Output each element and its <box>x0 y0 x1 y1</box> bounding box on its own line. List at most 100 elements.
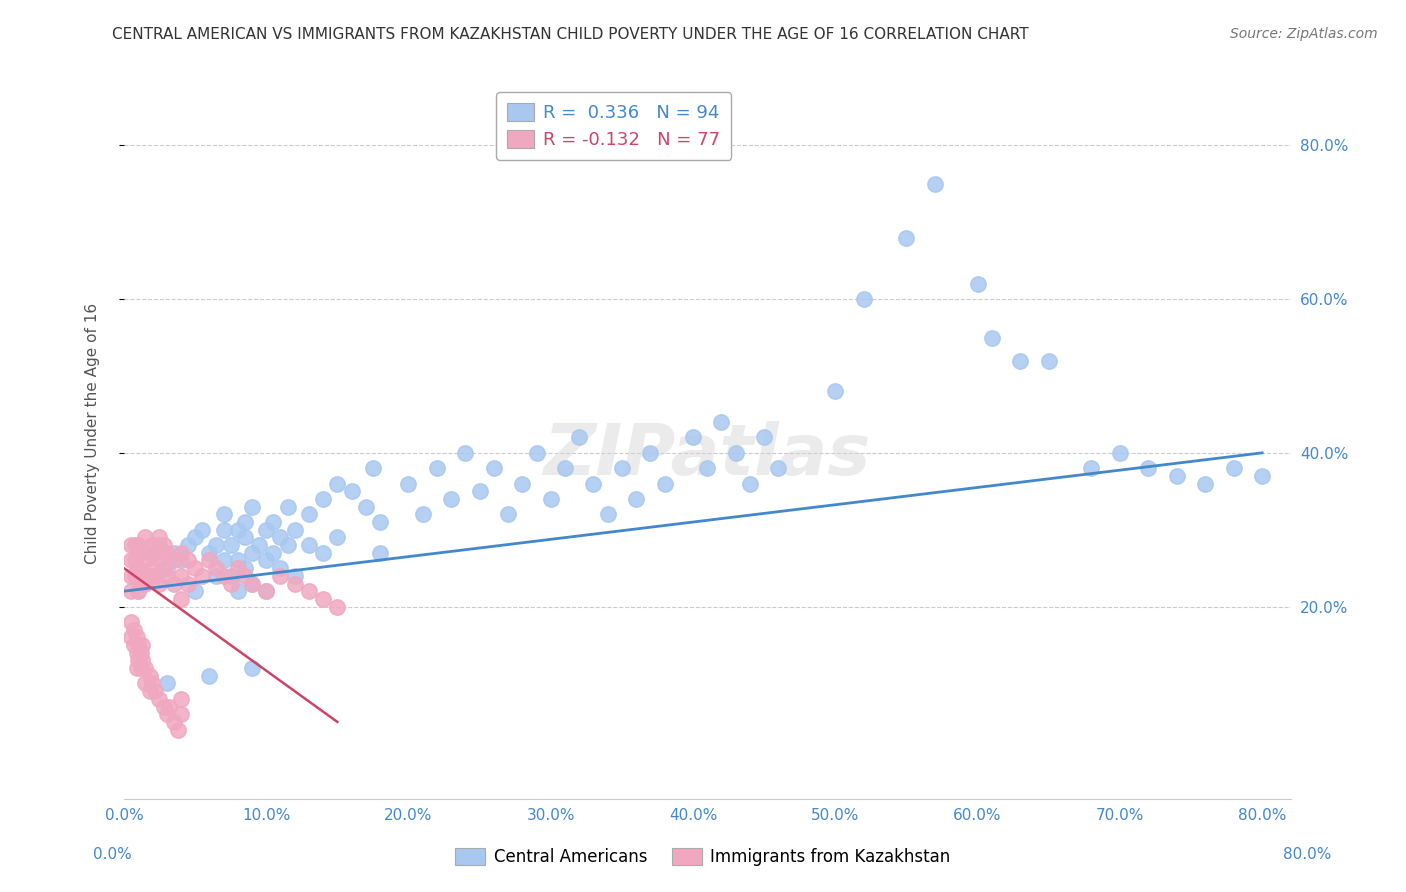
Point <box>129 546 152 560</box>
Point <box>526 446 548 460</box>
Point <box>426 461 449 475</box>
Point <box>191 569 214 583</box>
Point <box>148 553 170 567</box>
Point <box>298 584 321 599</box>
Point <box>143 684 166 698</box>
Point <box>148 530 170 544</box>
Point <box>184 584 207 599</box>
Point <box>610 461 633 475</box>
Point <box>198 546 221 560</box>
Point <box>177 553 200 567</box>
Point <box>129 661 152 675</box>
Point <box>1010 353 1032 368</box>
Point <box>582 476 605 491</box>
Point <box>233 515 256 529</box>
Point <box>155 707 177 722</box>
Point <box>640 446 662 460</box>
Point <box>129 569 152 583</box>
Point <box>120 631 142 645</box>
Point <box>354 500 377 514</box>
Point <box>170 546 193 560</box>
Point <box>240 576 263 591</box>
Point <box>124 553 146 567</box>
Point <box>125 631 148 645</box>
Point <box>240 500 263 514</box>
Point <box>212 508 235 522</box>
Point <box>768 461 790 475</box>
Point <box>170 569 193 583</box>
Point <box>138 569 160 583</box>
Text: 0.0%: 0.0% <box>93 847 132 862</box>
Y-axis label: Child Poverty Under the Age of 16: Child Poverty Under the Age of 16 <box>86 303 100 565</box>
Point <box>170 591 193 606</box>
Point <box>1038 353 1060 368</box>
Point <box>152 561 174 575</box>
Point <box>262 546 284 560</box>
Point <box>120 615 142 629</box>
Point <box>284 523 307 537</box>
Text: Source: ZipAtlas.com: Source: ZipAtlas.com <box>1230 27 1378 41</box>
Point <box>482 461 505 475</box>
Point <box>127 638 149 652</box>
Point <box>163 553 186 567</box>
Point <box>131 653 153 667</box>
Point <box>212 523 235 537</box>
Point <box>170 707 193 722</box>
Point <box>219 538 242 552</box>
Point <box>924 177 946 191</box>
Point <box>1251 469 1274 483</box>
Point <box>233 561 256 575</box>
Point <box>312 491 335 506</box>
Point <box>141 569 163 583</box>
Point <box>226 523 249 537</box>
Point <box>205 538 228 552</box>
Point <box>277 538 299 552</box>
Point <box>141 538 163 552</box>
Point <box>247 538 270 552</box>
Point <box>596 508 619 522</box>
Point <box>284 576 307 591</box>
Point <box>710 415 733 429</box>
Point <box>155 546 177 560</box>
Point <box>454 446 477 460</box>
Point <box>205 569 228 583</box>
Point <box>496 508 519 522</box>
Point <box>155 561 177 575</box>
Point <box>1108 446 1130 460</box>
Point <box>163 714 186 729</box>
Point <box>233 569 256 583</box>
Point <box>1222 461 1244 475</box>
Point <box>212 569 235 583</box>
Point <box>127 584 149 599</box>
Point <box>120 538 142 552</box>
Point <box>122 623 145 637</box>
Point <box>254 553 277 567</box>
Point <box>340 484 363 499</box>
Point <box>219 569 242 583</box>
Point <box>127 653 149 667</box>
Point <box>125 661 148 675</box>
Point <box>277 500 299 514</box>
Point <box>254 584 277 599</box>
Point <box>184 561 207 575</box>
Point <box>127 538 149 552</box>
Point <box>440 491 463 506</box>
Point <box>226 584 249 599</box>
Point <box>163 576 186 591</box>
Point <box>262 515 284 529</box>
Point <box>624 491 647 506</box>
Legend: R =  0.336   N = 94, R = -0.132   N = 77: R = 0.336 N = 94, R = -0.132 N = 77 <box>496 92 731 160</box>
Point <box>148 538 170 552</box>
Point <box>134 576 156 591</box>
Point <box>184 530 207 544</box>
Point <box>167 723 190 737</box>
Point <box>152 699 174 714</box>
Point <box>312 546 335 560</box>
Point <box>138 684 160 698</box>
Point <box>468 484 491 499</box>
Point <box>738 476 761 491</box>
Point <box>148 576 170 591</box>
Point <box>966 277 988 291</box>
Point <box>125 646 148 660</box>
Point <box>269 569 291 583</box>
